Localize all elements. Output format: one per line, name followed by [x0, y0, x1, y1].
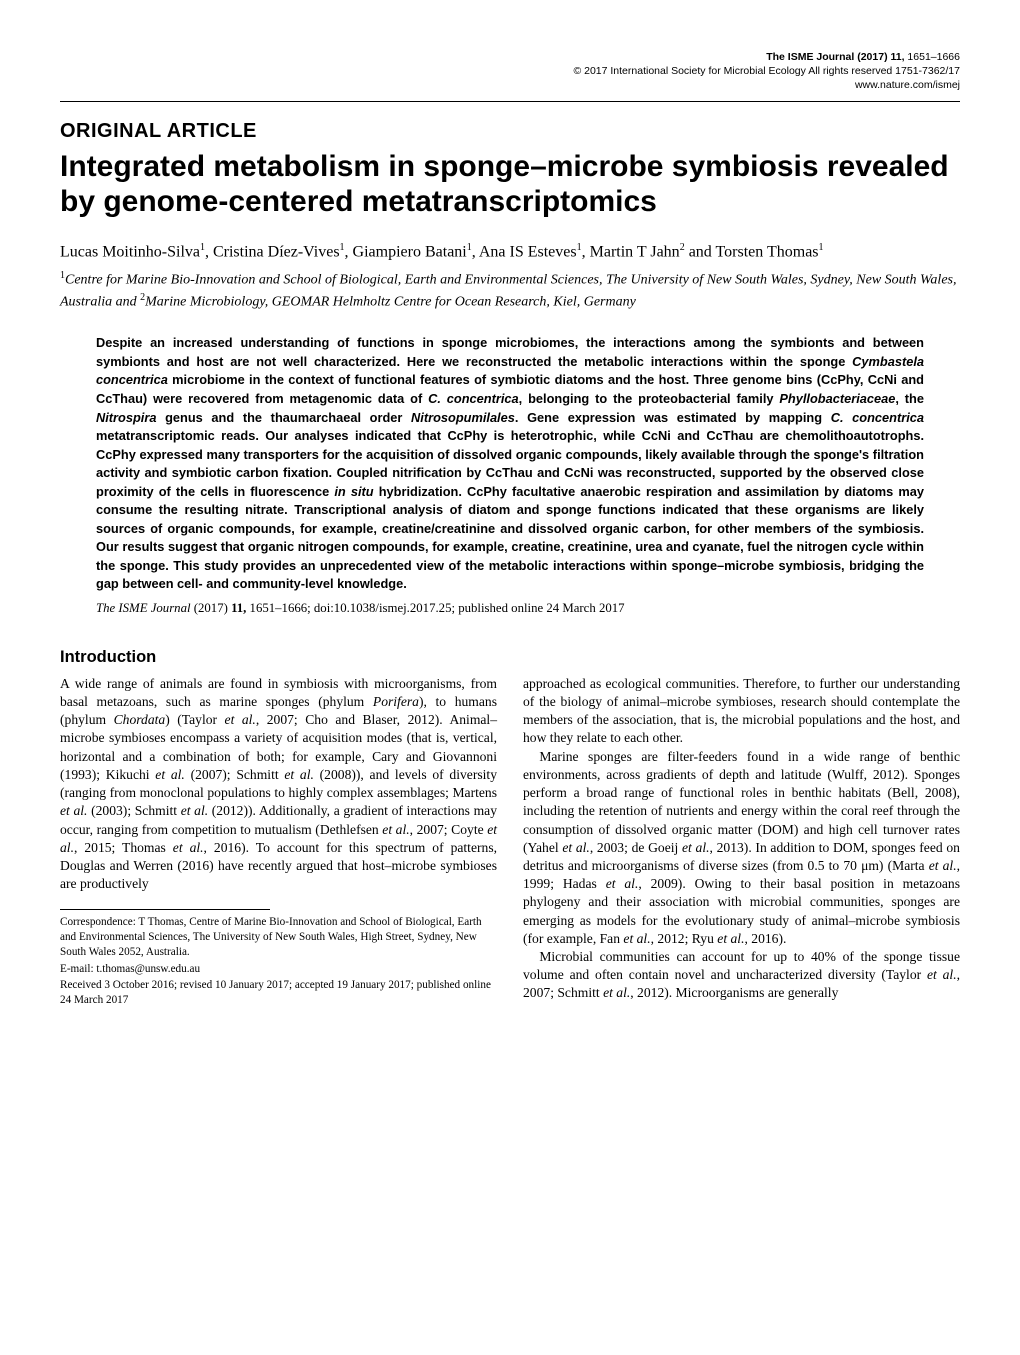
- affiliations: 1Centre for Marine Bio-Innovation and Sc…: [60, 269, 960, 312]
- authors-list: Lucas Moitinho-Silva1, Cristina Díez-Viv…: [60, 241, 960, 263]
- header-divider: [60, 101, 960, 102]
- footer-divider: [60, 909, 270, 910]
- intro-paragraph-4: Microbial communities can account for up…: [523, 948, 960, 1003]
- correspondence-text: Correspondence: T Thomas, Centre of Mari…: [60, 915, 497, 959]
- received-dates: Received 3 October 2016; revised 10 Janu…: [60, 978, 497, 1008]
- journal-pages: 1651–1666: [905, 51, 960, 63]
- abstract: Despite an increased understanding of fu…: [96, 334, 924, 594]
- journal-header: The ISME Journal (2017) 11, 1651–1666 © …: [60, 50, 960, 93]
- body-columns: A wide range of animals are found in sym…: [60, 675, 960, 1008]
- intro-paragraph-1: A wide range of animals are found in sym…: [60, 675, 497, 893]
- introduction-heading: Introduction: [60, 648, 960, 667]
- correspondence-email: E-mail: t.thomas@unsw.edu.au: [60, 962, 497, 977]
- journal-name: The ISME Journal (2017) 11,: [766, 51, 904, 63]
- journal-url: www.nature.com/ismej: [60, 78, 960, 92]
- article-title: Integrated metabolism in sponge–microbe …: [60, 149, 960, 220]
- article-type: ORIGINAL ARTICLE: [60, 120, 960, 143]
- journal-reference: The ISME Journal (2017) 11, 1651–1666: [60, 50, 960, 64]
- intro-paragraph-2: approached as ecological communities. Th…: [523, 675, 960, 748]
- citation-line: The ISME Journal (2017) 11, 1651–1666; d…: [96, 600, 924, 618]
- correspondence-footer: Correspondence: T Thomas, Centre of Mari…: [60, 909, 497, 1008]
- intro-paragraph-3: Marine sponges are filter-feeders found …: [523, 748, 960, 948]
- journal-copyright: © 2017 International Society for Microbi…: [60, 64, 960, 78]
